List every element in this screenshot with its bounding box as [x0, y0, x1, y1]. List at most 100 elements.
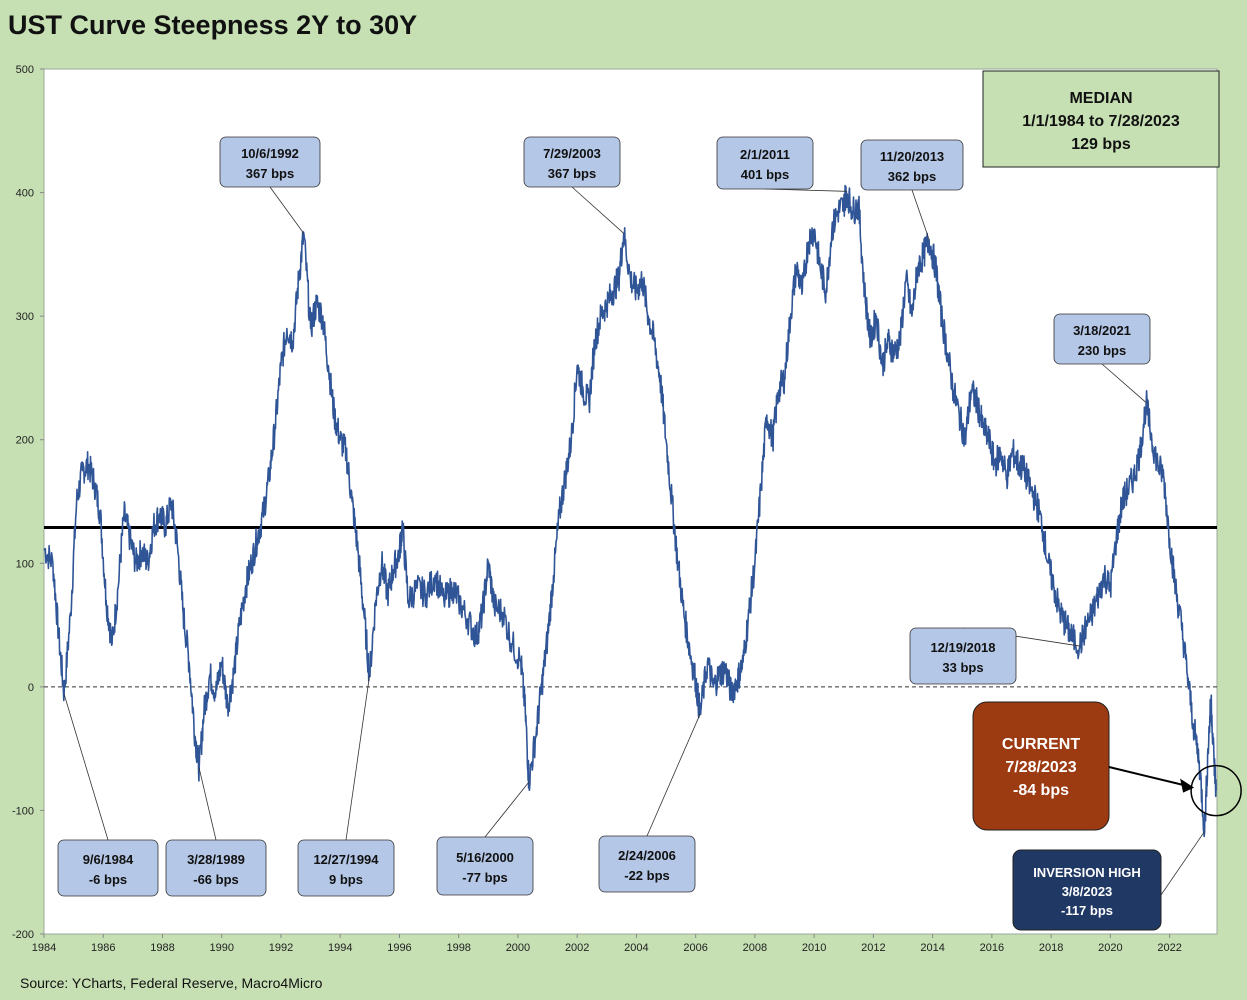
inversion-box-value: -117 bps [1061, 903, 1113, 918]
annotation-value: 9 bps [329, 872, 363, 887]
y-tick-label: 300 [16, 311, 34, 323]
y-tick-label: 100 [16, 558, 34, 570]
x-tick-label: 1990 [209, 942, 233, 954]
y-tick-label: -200 [12, 929, 34, 941]
annotation-callout: 2/1/2011 401 bps [716, 136, 847, 192]
x-tick-label: 2002 [565, 942, 589, 954]
x-tick-label: 2008 [743, 942, 767, 954]
annotation-box [219, 136, 321, 188]
y-tick-label: 0 [28, 682, 34, 694]
annotation-leader-line [1101, 363, 1147, 403]
current-box-value: -84 bps [1013, 782, 1069, 799]
annotation-value: 362 bps [888, 169, 936, 184]
annotation-date: 7/29/2003 [543, 146, 601, 161]
current-arrow-shaft [1108, 766, 1187, 787]
annotation-callout: 10/6/1992 367 bps [219, 136, 321, 234]
x-tick-label: 1994 [328, 942, 352, 954]
annotation-date: 9/6/1984 [83, 852, 134, 867]
current-box-title: CURRENT [1002, 736, 1080, 753]
annotation-leader-line [571, 186, 624, 234]
annotation-value: 33 bps [942, 660, 983, 675]
x-tick-label: 1984 [32, 942, 56, 954]
annotation-leader-line [269, 186, 305, 234]
annotation-callout: 9/6/1984 -6 bps [57, 694, 159, 897]
annotation-date: 11/20/2013 [880, 149, 944, 164]
annotation-value: 367 bps [246, 166, 294, 181]
annotation-leader-line [646, 713, 701, 837]
current-box-date: 7/28/2023 [1005, 759, 1076, 776]
annotation-value: 367 bps [548, 166, 596, 181]
inversion-leader-line [1160, 831, 1205, 896]
annotation-value: -77 bps [462, 870, 508, 885]
annotation-callout: 12/19/2018 33 bps [909, 627, 1080, 685]
annotation-date: 10/6/1992 [241, 146, 299, 161]
annotation-date: 2/1/2011 [740, 147, 790, 162]
median-box-title: MEDIAN [1069, 90, 1132, 107]
current-box [972, 701, 1110, 831]
annotation-value: -22 bps [624, 868, 670, 883]
median-box-range: 1/1/1984 to 7/28/2023 [1022, 113, 1180, 130]
chart-title: UST Curve Steepness 2Y to 30Y [8, 10, 418, 40]
x-tick-label: 1986 [91, 942, 115, 954]
annotation-callout: 11/20/2013 362 bps [860, 139, 964, 240]
x-tick-label: 2004 [624, 942, 648, 954]
annotation-leader-line [911, 189, 930, 240]
annotation-box [57, 839, 159, 897]
x-tick-label: 2020 [1098, 942, 1122, 954]
annotation-box [1053, 313, 1151, 365]
annotation-box [716, 136, 814, 190]
current-circle [1190, 764, 1242, 817]
x-tick-label: 1992 [269, 942, 293, 954]
inversion-box-date: 3/8/2023 [1062, 884, 1113, 899]
annotation-date: 12/27/1994 [313, 852, 379, 867]
x-tick-label: 1988 [150, 942, 174, 954]
x-tick-label: 2018 [1039, 942, 1063, 954]
inversion-box [1012, 849, 1162, 931]
y-tick-label: -100 [12, 805, 34, 817]
annotation-date: 3/18/2021 [1073, 323, 1131, 338]
x-tick-label: 2006 [683, 942, 707, 954]
annotation-box [860, 139, 964, 191]
median-box [982, 70, 1220, 168]
annotation-leader-line [63, 694, 109, 841]
annotation-callout: 3/28/1989 -66 bps [165, 768, 267, 897]
annotation-date: 12/19/2018 [930, 640, 995, 655]
x-tick-label: 2010 [802, 942, 826, 954]
annotation-date: 2/24/2006 [618, 848, 676, 863]
source-note: Source: YCharts, Federal Reserve, Macro4… [20, 975, 323, 991]
annotation-value: 230 bps [1078, 343, 1126, 358]
y-tick-label: 200 [16, 435, 34, 447]
annotation-date: 5/16/2000 [456, 850, 514, 865]
x-tick-label: 2000 [506, 942, 530, 954]
annotation-box [523, 136, 621, 188]
x-tick-label: 1998 [446, 942, 470, 954]
annotation-leader-line [345, 675, 370, 841]
annotation-leader-line [198, 768, 217, 841]
annotation-callout: 3/18/2021 230 bps [1053, 313, 1151, 403]
annotation-date: 3/28/1989 [187, 852, 245, 867]
annotation-callout: 5/16/2000 -77 bps [436, 781, 534, 896]
annotation-callout: 12/27/1994 9 bps [297, 675, 395, 897]
annotation-value: -66 bps [193, 872, 239, 887]
y-tick-label: 400 [16, 188, 34, 200]
x-tick-label: 2022 [1157, 942, 1181, 954]
x-tick-label: 1996 [387, 942, 411, 954]
x-tick-label: 2014 [920, 942, 944, 954]
annotation-box [598, 835, 696, 893]
annotation-box [909, 627, 1017, 685]
annotation-leader-line [484, 781, 530, 838]
annotation-callout: 7/29/2003 367 bps [523, 136, 624, 234]
spread-series-line [43, 184, 1217, 838]
annotation-box [436, 836, 534, 896]
annotation-value: -6 bps [89, 872, 127, 887]
annotation-value: 401 bps [741, 167, 789, 182]
y-tick-label: 500 [16, 64, 34, 76]
inversion-box-title: INVERSION HIGH [1033, 865, 1141, 880]
annotation-box [297, 839, 395, 897]
annotation-box [165, 839, 267, 897]
median-box-value: 129 bps [1071, 136, 1131, 153]
x-tick-label: 2016 [980, 942, 1004, 954]
x-tick-label: 2012 [861, 942, 885, 954]
